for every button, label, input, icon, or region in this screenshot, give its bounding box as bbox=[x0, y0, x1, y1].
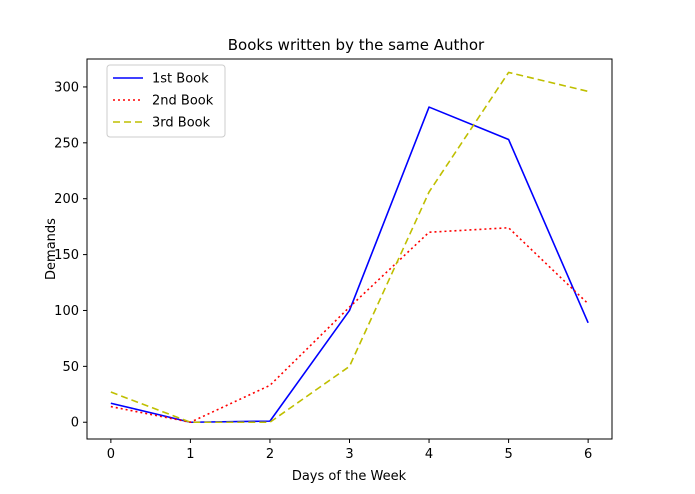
legend-box bbox=[106, 64, 226, 138]
x-tick-label: 4 bbox=[425, 447, 433, 462]
y-tick-label: 200 bbox=[54, 192, 79, 207]
y-tick-label: 0 bbox=[71, 416, 79, 431]
series-line-2 bbox=[110, 226, 589, 424]
x-tick-label: 5 bbox=[504, 447, 512, 462]
y-tick-label: 50 bbox=[62, 360, 79, 375]
y-tick-label: 250 bbox=[54, 136, 79, 151]
legend: 1st Book 2nd Book 3rd Book bbox=[106, 64, 226, 138]
x-tick-label: 2 bbox=[266, 447, 274, 462]
legend-label: 2nd Book bbox=[152, 94, 214, 109]
y-tick-label: 150 bbox=[54, 248, 79, 263]
series-line-3 bbox=[110, 71, 589, 424]
chart-title: Books written by the same Author bbox=[228, 36, 485, 54]
y-tick-label: 300 bbox=[54, 80, 79, 95]
series-layer bbox=[110, 71, 589, 424]
series-line-1 bbox=[110, 106, 589, 424]
y-tick-label: 100 bbox=[54, 304, 79, 319]
legend-label: 1st Book bbox=[152, 72, 209, 87]
y-axis-label: Demands bbox=[44, 218, 59, 280]
legend-label: 3rd Book bbox=[152, 116, 211, 131]
x-axis: 0 1 2 3 4 5 6 bbox=[107, 439, 592, 462]
x-axis-label: Days of the Week bbox=[292, 469, 407, 484]
x-tick-label: 0 bbox=[107, 447, 115, 462]
x-tick-label: 3 bbox=[345, 447, 353, 462]
x-tick-label: 6 bbox=[584, 447, 592, 462]
y-axis: 0 50 100 150 200 250 300 bbox=[54, 80, 87, 431]
x-tick-label: 1 bbox=[186, 447, 194, 462]
